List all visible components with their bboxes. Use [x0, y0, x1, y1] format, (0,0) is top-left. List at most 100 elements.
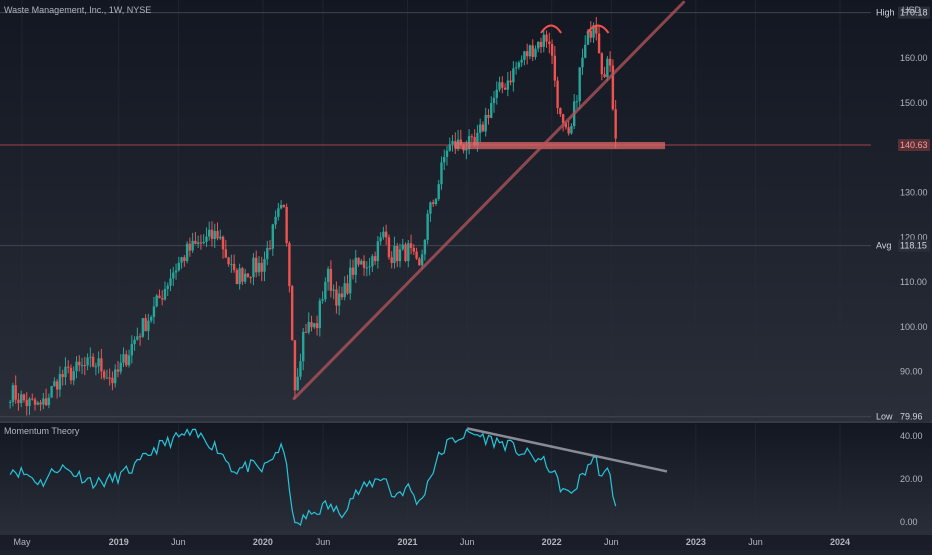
candle-body: [232, 263, 236, 271]
candle-body: [365, 267, 369, 269]
candle-body: [307, 322, 310, 333]
candle-body: [205, 236, 208, 242]
candle-body: [473, 136, 476, 146]
candle-body: [158, 295, 161, 299]
candle-body: [329, 268, 333, 291]
support-zone[interactable]: [454, 141, 666, 150]
trendline[interactable]: [292, 0, 686, 401]
top-arc[interactable]: [586, 24, 610, 34]
candle-body: [548, 41, 551, 45]
candle-body: [371, 256, 374, 267]
candle-body: [108, 377, 111, 379]
candle-body: [8, 401, 12, 403]
candle-body: [188, 243, 192, 251]
candle-body: [161, 298, 164, 300]
candle-body: [216, 230, 219, 239]
marker-line-label: High: [876, 8, 895, 18]
candle-body: [445, 150, 449, 157]
candle-body: [133, 339, 136, 345]
candle-body: [277, 208, 280, 217]
candle-body: [185, 243, 189, 262]
candle-body: [293, 340, 297, 391]
price-axis-tick-label: 110.00: [900, 277, 927, 287]
price-axis-tick-label: 160.00: [900, 53, 928, 63]
candle-body: [412, 248, 416, 252]
candle-body: [266, 247, 269, 260]
candle-body: [343, 283, 346, 298]
top-arc[interactable]: [540, 24, 562, 34]
candle-body: [105, 377, 109, 379]
candle-body: [509, 80, 512, 83]
candle-body: [382, 231, 385, 238]
marker-line-label: Avg: [876, 241, 891, 251]
candle-body: [22, 394, 26, 401]
candle-body: [44, 398, 48, 406]
candle-body: [423, 239, 427, 255]
candle-body: [39, 402, 42, 405]
candle-body: [155, 295, 158, 307]
candle-body: [404, 244, 407, 262]
candle-body: [470, 136, 474, 138]
candle-body: [180, 257, 183, 263]
candle-body: [296, 376, 299, 391]
candle-body: [130, 344, 134, 356]
candle-body: [520, 59, 523, 63]
time-axis-tick-label: 2020: [253, 537, 273, 547]
marker-value-badge: [898, 410, 930, 423]
candle-body: [600, 53, 604, 75]
candle-body: [28, 398, 31, 407]
candle-body: [490, 103, 493, 118]
candle-body: [567, 127, 570, 134]
candle-body: [20, 394, 23, 404]
candle-body: [14, 385, 17, 400]
candle-body: [213, 230, 216, 239]
candle-body: [418, 258, 421, 266]
price-axis-tick-label: 120.00: [900, 232, 928, 242]
candle-body: [302, 331, 305, 362]
candle-body: [492, 97, 496, 104]
candle-body: [149, 316, 153, 321]
divergence-line[interactable]: [466, 427, 668, 473]
candle-body: [396, 245, 399, 262]
candle-body: [481, 124, 485, 132]
candle-body: [393, 245, 396, 263]
candle-body: [409, 243, 413, 249]
candle-body: [290, 286, 294, 341]
candle-body: [208, 229, 211, 237]
candle-body: [94, 366, 98, 368]
candle-body: [243, 273, 247, 282]
candle-body: [33, 399, 37, 405]
candle-body: [227, 257, 230, 265]
candle-body: [47, 397, 51, 406]
candle-body: [595, 25, 598, 34]
candle-body: [17, 399, 20, 404]
candle-body: [69, 367, 73, 381]
candle-body: [608, 58, 612, 66]
candle-body: [349, 267, 352, 294]
candle-body: [224, 249, 228, 258]
candle-body: [373, 256, 377, 262]
candle-body: [318, 300, 322, 329]
candle-body: [152, 306, 156, 317]
candle-body: [271, 224, 275, 249]
price-axis-tick-label: 90.00: [900, 367, 923, 377]
candle-body: [238, 268, 241, 285]
candle-body: [332, 289, 335, 291]
candle-body: [575, 101, 579, 103]
marker-value-label: 140.63: [900, 140, 928, 150]
candle-body: [279, 204, 283, 209]
candle-body: [194, 240, 197, 244]
indicator-title: Momentum Theory: [4, 426, 80, 436]
price-axis-tick-label: 150.00: [900, 98, 928, 108]
candle-body: [431, 202, 435, 204]
candle-body: [97, 358, 100, 367]
candle-body: [80, 365, 84, 367]
candle-body: [315, 323, 319, 329]
candle-body: [144, 318, 147, 332]
candle-body: [252, 257, 255, 278]
candle-body: [368, 266, 371, 268]
candle-body: [495, 89, 498, 98]
candle-body: [230, 263, 233, 265]
